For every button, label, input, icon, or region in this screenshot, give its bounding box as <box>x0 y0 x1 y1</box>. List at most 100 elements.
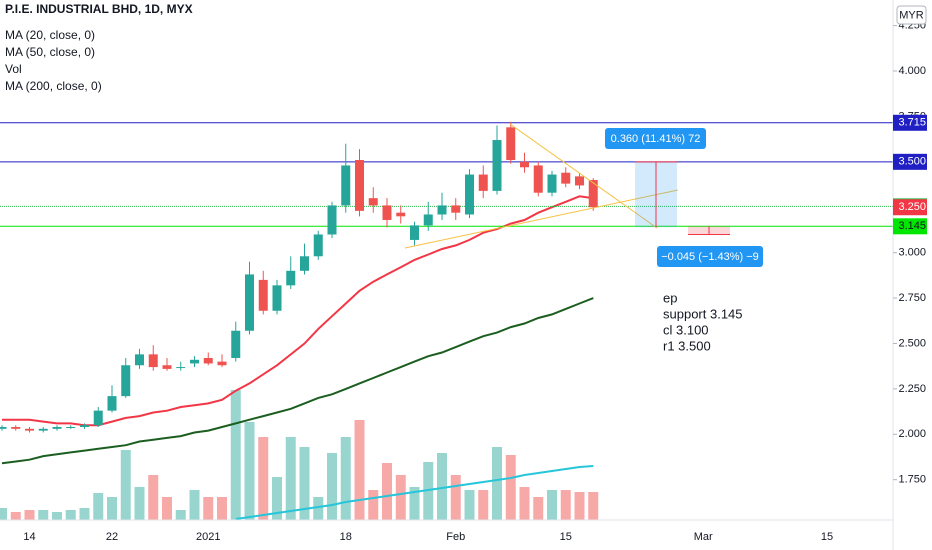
volume-bar <box>588 492 599 520</box>
volume-bar <box>368 490 379 520</box>
volume-bar <box>437 453 447 520</box>
candle-body <box>80 425 89 428</box>
level-label-bg <box>893 199 927 216</box>
volume-bar <box>409 487 420 520</box>
volume-bar <box>162 497 172 520</box>
level-label: 3.145 <box>898 220 926 232</box>
volume-bar <box>313 497 324 520</box>
volume-bar <box>120 450 131 520</box>
legend-entry: MA (200, close, 0) <box>5 79 102 93</box>
volume-bar <box>464 490 475 520</box>
volume-bar <box>10 512 21 520</box>
x-tick-label: Mar <box>694 531 713 543</box>
measure-label-bg <box>605 128 706 149</box>
x-tick-label: 15 <box>560 531 572 543</box>
volume-bar <box>107 497 117 520</box>
volume-bar <box>382 463 392 520</box>
note-line: cl 3.100 <box>663 322 709 337</box>
candle-body <box>66 427 76 429</box>
volume-bar <box>0 508 7 520</box>
candle-body <box>107 396 117 411</box>
note-line: ep <box>663 290 677 305</box>
volume-bar <box>450 475 461 520</box>
volume-bar <box>395 475 406 520</box>
volume-bar <box>93 493 104 520</box>
candle-body <box>52 427 62 429</box>
volume-bar <box>574 492 585 520</box>
candle-body <box>382 205 392 220</box>
measure-label: 0.360 (11.41%) 72 <box>611 133 701 145</box>
candle-body <box>148 354 158 368</box>
trend-line <box>509 123 658 229</box>
volume-bar <box>272 477 282 520</box>
volume-bar <box>560 490 571 520</box>
volume-bar <box>203 497 214 520</box>
candle-body <box>25 428 34 431</box>
volume-bar <box>148 475 159 520</box>
candle-body <box>355 160 364 211</box>
candle-body <box>396 212 406 217</box>
volume-bar <box>478 490 489 520</box>
candle-body <box>478 174 488 191</box>
volume-bar <box>258 437 269 520</box>
x-tick-label: 15 <box>821 531 833 543</box>
candle-body <box>341 165 351 206</box>
volume-bar <box>24 510 35 520</box>
candle-body <box>561 172 571 184</box>
x-tick-label: 2021 <box>196 531 220 543</box>
volume-bar <box>299 447 310 520</box>
y-tick-label: 1.750 <box>898 474 926 486</box>
volume-bar <box>533 497 544 520</box>
measure-label-bg <box>657 246 763 267</box>
y-tick-label: 2.000 <box>898 428 926 440</box>
level-label-bg <box>893 114 927 131</box>
volume-bar <box>285 437 296 520</box>
legend-entry: MA (20, close, 0) <box>5 28 95 42</box>
y-tick-label: 3.000 <box>898 247 926 259</box>
ma-line <box>1 297 594 465</box>
legend-entry: MA (50, close, 0) <box>5 45 95 59</box>
volume-bar <box>134 487 145 520</box>
candle-body <box>286 270 296 286</box>
measure-label: −0.045 (−1.43%) −9 <box>661 251 759 263</box>
candle-body <box>300 256 309 271</box>
x-tick-label: 14 <box>23 531 35 543</box>
volume-bar <box>230 390 241 520</box>
x-tick-label: 18 <box>340 531 352 543</box>
candle-body <box>176 367 186 369</box>
volume-ma-line <box>235 465 594 520</box>
candle-body <box>11 427 21 429</box>
candle-body <box>492 140 502 191</box>
volume-bar <box>38 510 49 520</box>
candle-body <box>0 427 7 429</box>
candle-body <box>423 214 433 226</box>
candle-body <box>231 330 241 358</box>
volume-bar <box>175 510 186 520</box>
candle-body <box>437 205 447 215</box>
level-label-bg <box>893 153 927 170</box>
y-tick-label: 2.500 <box>898 337 926 349</box>
volume-bar <box>244 422 255 520</box>
candle-body <box>451 205 461 213</box>
candle-body <box>313 234 323 257</box>
candle-body <box>327 205 337 235</box>
volume-bar <box>519 487 530 520</box>
y-tick-label: 4.000 <box>898 65 926 77</box>
candle-body <box>93 410 103 426</box>
candle-body <box>162 365 172 369</box>
plot <box>0 121 893 520</box>
volume-bar <box>340 437 351 520</box>
level-label: 3.500 <box>898 156 926 168</box>
level-label: 3.250 <box>898 201 926 213</box>
y-tick-label: 2.750 <box>898 292 926 304</box>
x-tick-label: Feb <box>446 531 465 543</box>
candle-body <box>190 359 199 364</box>
level-label-bg <box>893 218 927 235</box>
chart-title: P.I.E. INDUSTRIAL BHD, 1D, MYX <box>5 2 193 16</box>
x-tick-label: 22 <box>106 531 118 543</box>
candle-body <box>368 198 378 206</box>
candle-body <box>575 176 584 186</box>
